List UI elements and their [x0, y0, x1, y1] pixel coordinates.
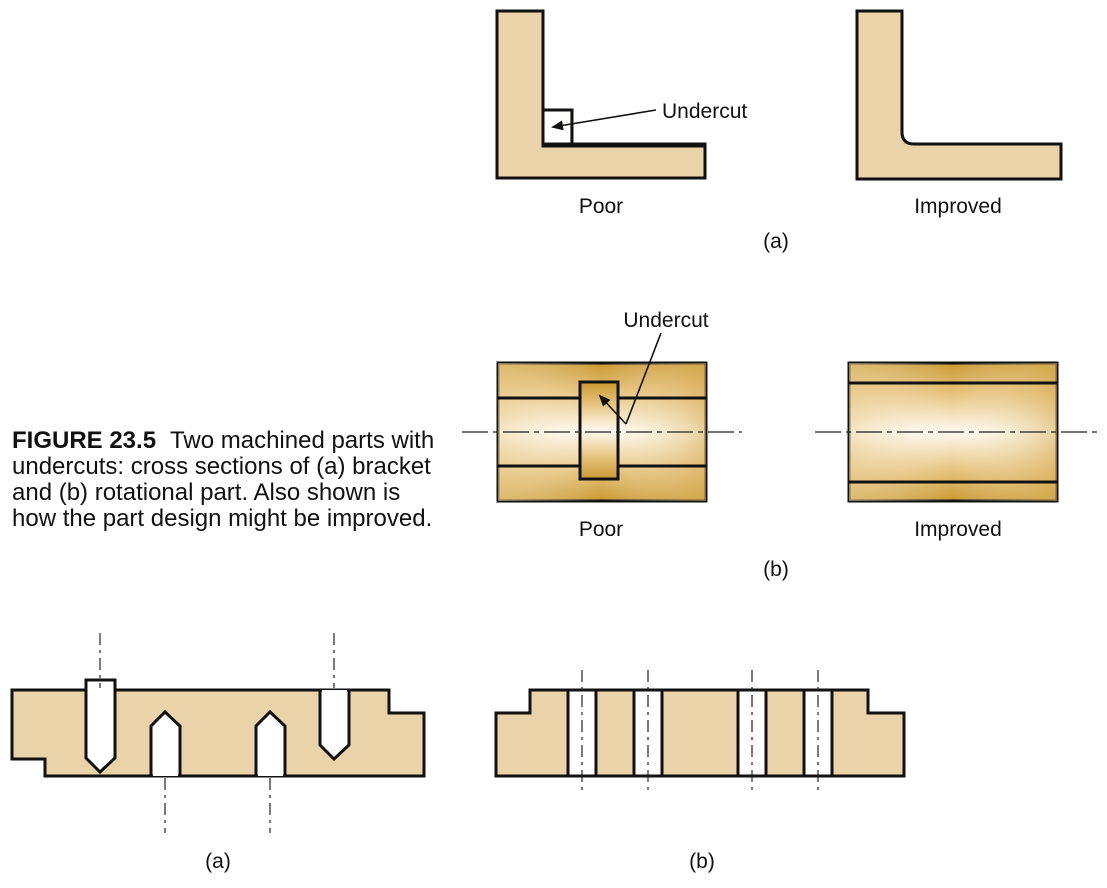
undercut-leader-b: [625, 332, 662, 425]
undercut-label-b: Undercut: [623, 309, 708, 332]
blind-hole-top-2: [318, 688, 351, 762]
figure-number: FIGURE 23.5: [12, 427, 157, 454]
plate-blind-holes: [10, 633, 426, 833]
rotational-poor: [496, 332, 708, 503]
plate-through-holes: [494, 670, 906, 794]
panel-label-bottom-b: (b): [689, 850, 715, 873]
panel-label-bottom-a: (a): [205, 850, 231, 873]
undercut-leader: [551, 109, 657, 131]
blind-hole-top-1: [84, 678, 117, 775]
figure-caption-text: Two machined parts with undercuts: cross…: [12, 427, 435, 532]
plate-b-body: [494, 688, 906, 778]
blind-hole-bottom-2: [254, 709, 287, 778]
blind-hole-bottom-1: [149, 709, 182, 778]
bracket-poor: [495, 9, 707, 180]
undercut-gap: [543, 111, 570, 144]
undercut-gap-edge: [541, 108, 705, 146]
bracket-poor-undercut-notch: [495, 9, 707, 180]
panel-label-top-b: (b): [763, 558, 789, 581]
plate-a-body: [10, 688, 426, 778]
poor-label-b: Poor: [579, 518, 623, 541]
poor-label-a: Poor: [579, 195, 623, 218]
panel-label-top-a: (a): [763, 230, 789, 253]
undercut-label-a: Undercut: [662, 100, 747, 123]
bracket-improved-body: [855, 9, 1063, 181]
figure-caption: FIGURE 23.5 Two machined parts with under…: [12, 428, 442, 532]
rotational-poor-undercut-groove: [578, 380, 620, 481]
through-hole-4: [802, 688, 834, 778]
improved-label-a: Improved: [914, 195, 1002, 218]
improved-label-b: Improved: [914, 518, 1002, 541]
